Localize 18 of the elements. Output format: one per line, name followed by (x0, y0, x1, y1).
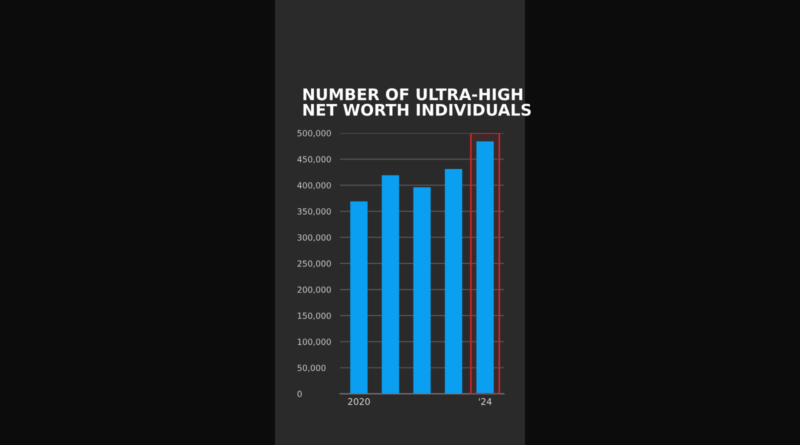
y-tick-label: 150,000 (298, 312, 331, 320)
y-tick-label: 100,000 (298, 338, 331, 346)
bar (350, 201, 368, 394)
y-tick-label: 350,000 (298, 208, 331, 216)
chart-title: NUMBER OF ULTRA-HIGH NET WORTH INDIVIDUALS (303, 88, 531, 116)
x-tick-label: '24 (478, 398, 492, 405)
y-tick-label: 0 (297, 390, 302, 398)
bar (444, 169, 462, 394)
y-tick-label: 300,000 (298, 234, 331, 242)
y-tick-label: 400,000 (297, 182, 331, 190)
bar (382, 175, 400, 394)
y-tick-label: 50,000 (298, 364, 326, 372)
y-tick-label: 500,000 (298, 130, 331, 138)
y-tick-label: 200,000 (298, 286, 331, 294)
bar (413, 187, 431, 394)
y-tick-label: 450,000 (297, 156, 331, 164)
y-tick-label: 250,000 (298, 260, 331, 268)
x-tick-label: 2020 (348, 398, 370, 405)
